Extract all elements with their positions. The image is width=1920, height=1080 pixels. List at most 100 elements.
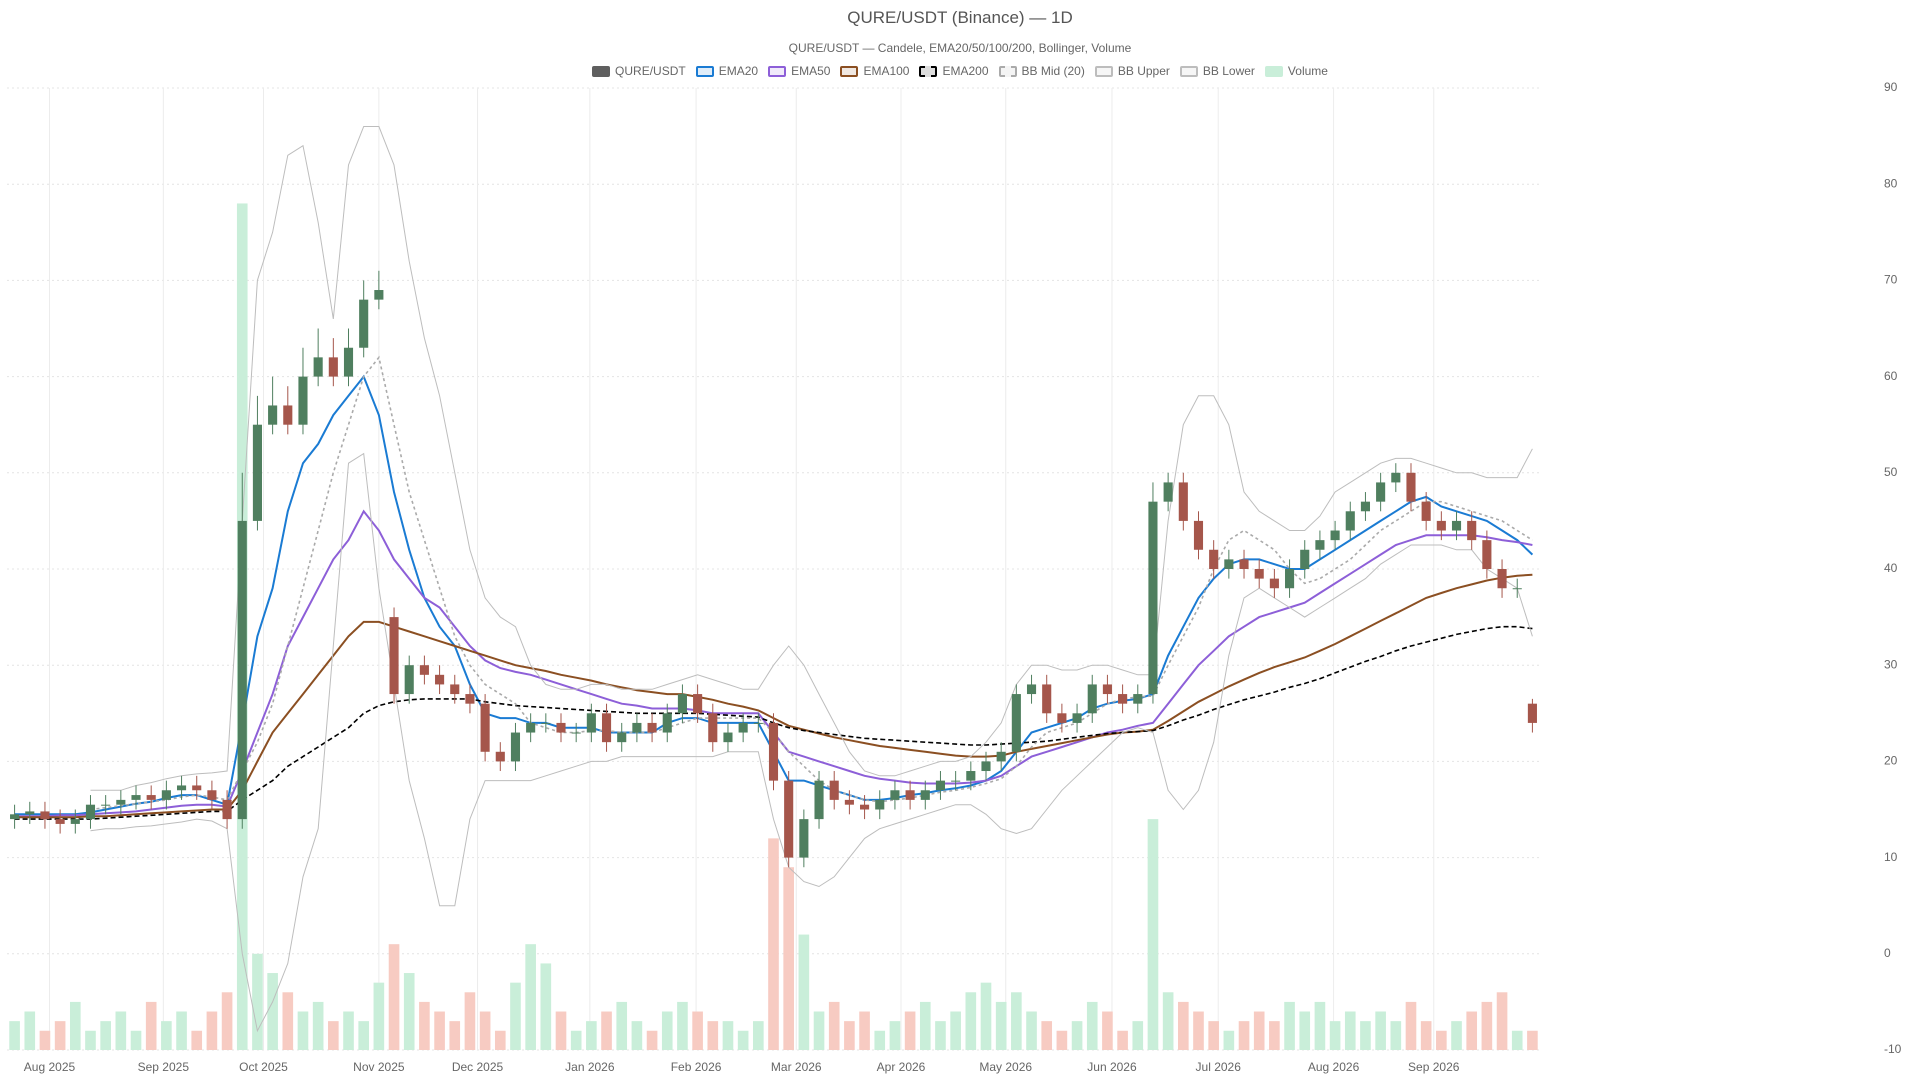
candle-body — [844, 799, 854, 805]
legend-label: Volume — [1287, 64, 1328, 78]
candle-body — [116, 799, 126, 805]
candle-body — [161, 790, 171, 800]
legend-swatch — [768, 65, 787, 77]
candle-body — [784, 780, 794, 858]
volume-bar — [1299, 1011, 1311, 1050]
volume-bar — [616, 1001, 628, 1050]
volume-bar — [312, 1001, 324, 1050]
candle-body — [1193, 520, 1204, 550]
candle-body — [298, 376, 308, 425]
volume-bar — [1208, 1021, 1219, 1050]
x-tick-label: Jul 2026 — [1196, 1060, 1242, 1074]
legend-label: BB Lower — [1202, 64, 1255, 78]
candle-body — [1300, 549, 1310, 569]
volume-bar — [191, 1030, 203, 1050]
y-tick-label: -10 — [1884, 1042, 1902, 1056]
candle-body — [435, 674, 445, 685]
volume-bar — [54, 1021, 66, 1050]
candle-body — [617, 732, 627, 743]
legend-item[interactable]: EMA50 — [768, 64, 830, 78]
candle-body — [1451, 520, 1462, 531]
volume-bar — [737, 1030, 749, 1050]
volume-bar — [768, 838, 779, 1050]
candle-body — [131, 795, 141, 800]
x-tick-label: Jun 2026 — [1087, 1060, 1137, 1074]
volume-bar — [69, 1001, 81, 1050]
candle-body — [1118, 694, 1128, 704]
candle-body — [10, 814, 20, 820]
candle-body — [419, 665, 429, 675]
volume-bar — [1269, 1021, 1280, 1050]
volume-bar — [586, 1021, 597, 1050]
candle-body — [1315, 540, 1325, 550]
candle-body — [192, 785, 202, 791]
volume-bar — [494, 1030, 506, 1050]
volume-bar — [221, 992, 233, 1050]
candle-body — [1421, 501, 1431, 521]
legend-swatch — [919, 65, 938, 77]
volume-bar — [677, 1001, 688, 1050]
candle-body — [708, 713, 718, 743]
candle-body — [1269, 578, 1279, 589]
volume-bar — [1329, 1021, 1341, 1050]
volume-bar — [1162, 992, 1174, 1050]
candle-body — [632, 722, 642, 733]
y-tick-label: 60 — [1884, 369, 1898, 383]
x-tick-label: Aug 2025 — [24, 1060, 76, 1074]
volume-bar — [1284, 1001, 1295, 1050]
candle-body — [738, 722, 748, 733]
candle-body — [768, 722, 779, 781]
legend-item[interactable]: BB Upper — [1094, 64, 1170, 78]
x-tick-label: Nov 2025 — [353, 1060, 405, 1074]
volume-bar — [1405, 1001, 1417, 1050]
legend-item[interactable]: BB Lower — [1179, 64, 1255, 78]
legend-item[interactable]: EMA200 — [919, 64, 989, 78]
y-tick-label: 90 — [1884, 80, 1898, 94]
volume-bar — [252, 953, 263, 1050]
candle-body — [981, 761, 991, 772]
volume-bar — [707, 1021, 719, 1050]
volume-bar — [282, 992, 294, 1050]
volume-bar — [1420, 1021, 1432, 1050]
volume-bar — [783, 867, 794, 1050]
chart-subtitle: QURE/USDT — Candele, EMA20/50/100/200, B… — [788, 41, 1132, 55]
volume-bar — [1117, 1030, 1128, 1050]
y-tick-label: 50 — [1884, 465, 1898, 479]
candle-body — [571, 732, 581, 734]
volume-bar — [601, 1011, 612, 1050]
y-tick-label: 10 — [1884, 850, 1898, 864]
candle-body — [510, 732, 521, 762]
volume-bar — [1011, 992, 1022, 1050]
candle-body — [1512, 588, 1522, 590]
volume-bar — [1375, 1011, 1386, 1050]
candle-body — [25, 811, 35, 815]
legend-item[interactable]: Volume — [1264, 64, 1328, 78]
candle-body — [1042, 684, 1052, 714]
volume-bar — [722, 1021, 734, 1050]
legend-item[interactable]: QURE/USDT — [592, 64, 686, 78]
volume-bar — [328, 1021, 339, 1050]
volume-bar — [950, 1011, 961, 1050]
legend-item[interactable]: EMA20 — [695, 64, 758, 78]
volume-bar — [100, 1021, 111, 1050]
legend-label: EMA200 — [942, 64, 989, 78]
volume-bar — [449, 1021, 461, 1050]
y-tick-label: 70 — [1884, 273, 1898, 287]
candle-body — [389, 617, 399, 695]
candle-body — [374, 290, 384, 300]
volume-bar — [525, 944, 536, 1050]
legend-swatch — [1179, 65, 1198, 77]
legend-item[interactable]: BB Mid (20) — [998, 64, 1085, 78]
candle-body — [343, 347, 354, 377]
candle-body — [1497, 569, 1507, 589]
legend-item[interactable]: EMA100 — [840, 64, 909, 78]
candle-body — [1527, 703, 1537, 723]
candle-body — [237, 520, 247, 820]
volume-bar — [1132, 1021, 1144, 1050]
candle-body — [1087, 684, 1097, 714]
y-tick-label: 30 — [1884, 657, 1898, 671]
legend-label: QURE/USDT — [615, 64, 686, 78]
volume-bar — [1071, 1021, 1083, 1050]
candle-body — [1133, 694, 1143, 704]
candle-body — [1436, 520, 1446, 531]
